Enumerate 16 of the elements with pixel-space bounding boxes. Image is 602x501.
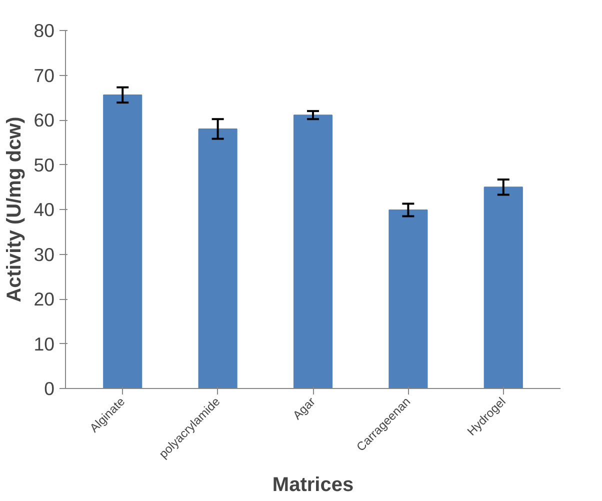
bar [198, 128, 238, 388]
x-axis-title: Matrices [272, 474, 354, 496]
y-tick-label: 40 [34, 199, 55, 220]
y-tick-label: 10 [34, 333, 55, 354]
y-tick-label: 0 [44, 378, 55, 399]
y-tick-label: 30 [34, 244, 55, 265]
bar [388, 209, 428, 388]
bar [103, 94, 142, 388]
y-tick-label: 60 [34, 110, 55, 130]
y-axis-title: Activity (U/mg dcw) [4, 116, 26, 302]
y-tick-label: 80 [34, 20, 55, 41]
bar [293, 114, 333, 388]
y-tick-label: 20 [34, 288, 55, 310]
y-tick-label: 50 [34, 154, 55, 176]
y-tick-label: 70 [34, 64, 55, 86]
bar [484, 186, 523, 388]
